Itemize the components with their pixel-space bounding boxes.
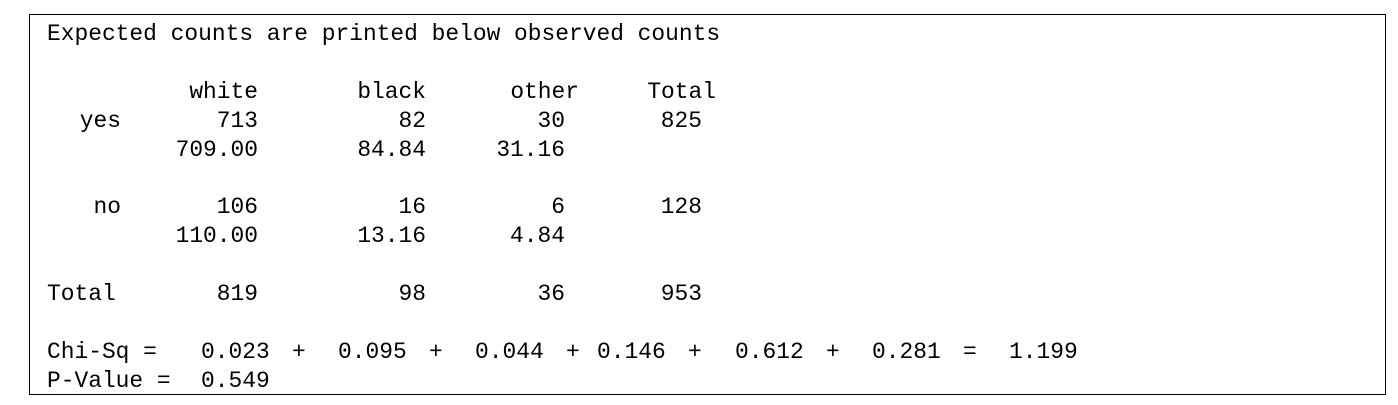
column-header-total: Total bbox=[647, 79, 716, 105]
chi-sq-term-5: 0.612 bbox=[735, 339, 804, 365]
p-value: 0.549 bbox=[201, 368, 270, 394]
row-label-no: no bbox=[93, 194, 121, 220]
observed-yes-white: 713 bbox=[216, 108, 258, 134]
column-header-other: other bbox=[510, 79, 579, 105]
chi-sq-term-3: 0.044 bbox=[475, 339, 544, 365]
chi-sq-term-4: 0.146 bbox=[597, 339, 666, 365]
chi-sq-term-2: 0.095 bbox=[338, 339, 407, 365]
total-grand: 953 bbox=[660, 281, 702, 307]
observed-yes-other: 30 bbox=[537, 108, 565, 134]
chi-sq-plus-2: + bbox=[429, 339, 443, 365]
chi-sq-plus-5: + bbox=[826, 339, 840, 365]
total-white: 819 bbox=[216, 281, 258, 307]
expected-yes-black: 84.84 bbox=[357, 137, 426, 163]
chi-sq-result: 1.199 bbox=[1009, 339, 1078, 365]
chi-square-output: Expected counts are printed below observ… bbox=[30, 15, 1385, 394]
row-label-total: Total bbox=[47, 281, 116, 307]
p-value-label: P-Value = bbox=[47, 368, 171, 394]
row-label-yes: yes bbox=[79, 108, 121, 134]
observed-no-total: 128 bbox=[660, 194, 702, 220]
chi-sq-term-1: 0.023 bbox=[201, 339, 270, 365]
expected-no-white: 110.00 bbox=[175, 223, 258, 249]
output-heading: Expected counts are printed below observ… bbox=[47, 21, 721, 47]
observed-no-black: 16 bbox=[398, 194, 426, 220]
chi-sq-equals: = bbox=[963, 339, 977, 365]
column-header-white: white bbox=[189, 79, 258, 105]
chi-sq-plus-4: + bbox=[688, 339, 702, 365]
total-black: 98 bbox=[398, 281, 426, 307]
chi-sq-term-6: 0.281 bbox=[872, 339, 941, 365]
expected-no-black: 13.16 bbox=[357, 223, 426, 249]
observed-no-other: 6 bbox=[551, 194, 565, 220]
total-other: 36 bbox=[537, 281, 565, 307]
chi-sq-label: Chi-Sq = bbox=[47, 339, 157, 365]
observed-yes-black: 82 bbox=[398, 108, 426, 134]
observed-yes-total: 825 bbox=[660, 108, 702, 134]
chi-sq-plus-1: + bbox=[292, 339, 306, 365]
expected-yes-other: 31.16 bbox=[496, 137, 565, 163]
column-header-black: black bbox=[357, 79, 426, 105]
session-output-frame: Expected counts are printed below observ… bbox=[29, 14, 1386, 395]
expected-no-other: 4.84 bbox=[510, 223, 565, 249]
expected-yes-white: 709.00 bbox=[175, 137, 258, 163]
observed-no-white: 106 bbox=[216, 194, 258, 220]
chi-sq-plus-3: + bbox=[566, 339, 580, 365]
